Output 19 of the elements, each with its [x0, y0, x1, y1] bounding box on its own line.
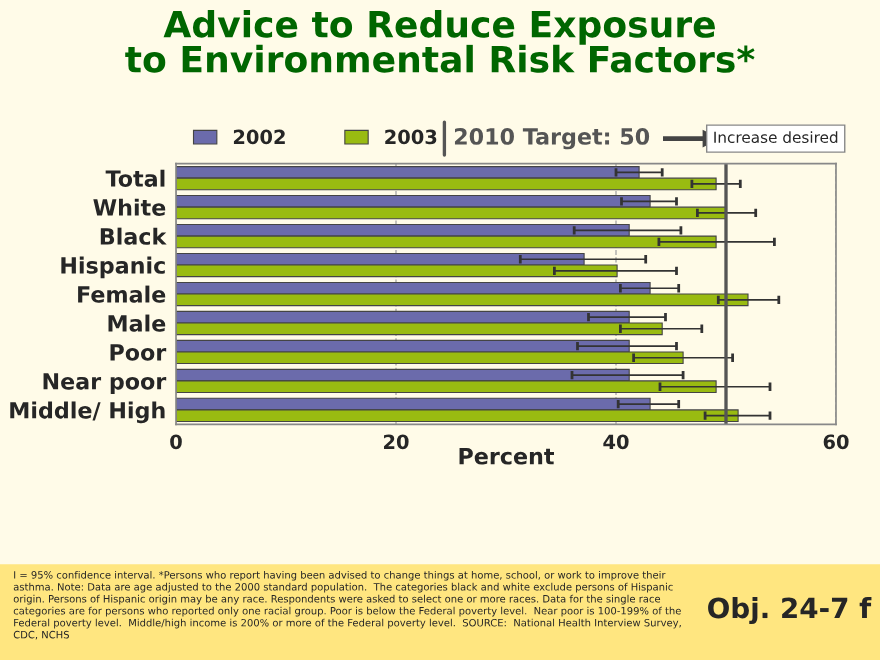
- y-tick-label: Near poor: [43, 373, 167, 394]
- chart-title: Advice to Reduce Exposure to Environmental Risk Factors*: [125, 9, 755, 73]
- legend-label: 2010 Target: 50: [454, 128, 650, 150]
- y-tick-label: Hispanic: [61, 256, 165, 279]
- text: Obj. 24-7 f: [708, 596, 872, 625]
- y-tick-label: Poor: [110, 344, 167, 361]
- y-tick-label: Black: [100, 227, 167, 245]
- x-axis-title: Percent: [459, 448, 554, 465]
- legend-label: 2003: [385, 129, 437, 145]
- x-tick-label: 0: [170, 434, 182, 450]
- y-tick-label: Female: [78, 285, 166, 303]
- x-tick-label: 40: [603, 434, 629, 450]
- x-tick-label: 60: [823, 434, 849, 450]
- legend-label: 2002: [233, 129, 285, 145]
- y-tick-label: Middle/ High: [10, 401, 165, 424]
- y-tick-label: White: [93, 198, 166, 216]
- y-tick-label: Male: [108, 314, 166, 332]
- y-tick-label: Total: [105, 169, 165, 187]
- x-tick-label: 20: [384, 434, 409, 450]
